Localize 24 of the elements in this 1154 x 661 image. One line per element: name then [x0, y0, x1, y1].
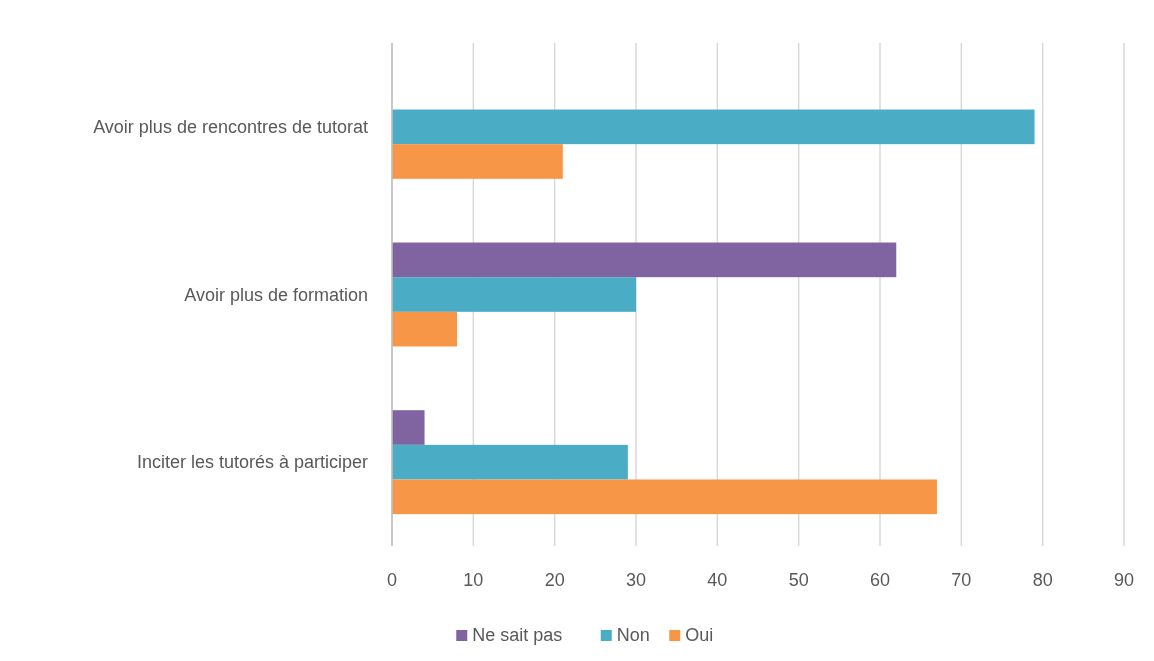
y-tick-label: Avoir plus de rencontres de tutorat	[93, 116, 368, 137]
bar	[392, 242, 897, 278]
x-tick-label: 60	[869, 570, 891, 590]
bar	[392, 144, 563, 179]
bar	[392, 410, 425, 445]
x-tick-label: 0	[386, 570, 398, 590]
bar	[392, 109, 1035, 145]
bar	[392, 277, 636, 312]
x-tick-label: 70	[951, 570, 972, 590]
x-tick-label: 40	[707, 570, 728, 590]
bar	[392, 444, 628, 480]
bar	[392, 479, 937, 515]
legend-label: Oui	[685, 625, 714, 645]
x-tick-label: 20	[544, 570, 565, 590]
legend-label: Ne sait pas	[472, 625, 563, 645]
y-tick-label: Inciter les tutorés à participer	[136, 452, 368, 473]
x-tick-label: 90	[1113, 570, 1135, 590]
bar	[392, 311, 458, 347]
legend-label: Non	[616, 625, 650, 645]
y-tick-label: Avoir plus de formation	[184, 284, 368, 305]
x-tick-label: 50	[788, 570, 809, 590]
x-tick-label: 10	[463, 570, 484, 590]
x-tick-label: 80	[1032, 570, 1053, 590]
x-tick-label: 30	[625, 570, 647, 590]
